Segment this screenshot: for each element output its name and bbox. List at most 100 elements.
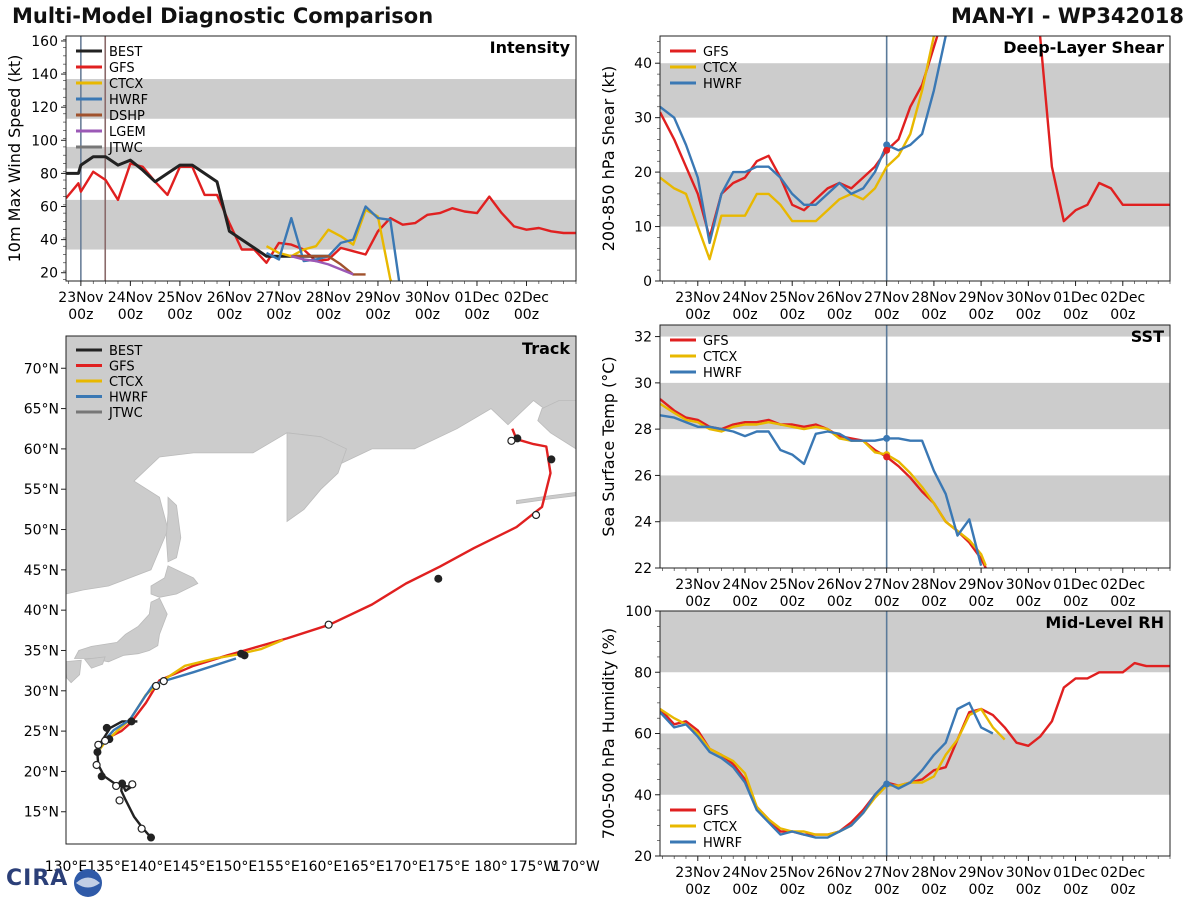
lat-tick-label: 45°N [24, 563, 59, 579]
y-tick-label: 22 [634, 561, 652, 577]
land-korea [66, 590, 67, 651]
legend-label-hwrf: HWRF [109, 93, 148, 108]
x-tick-label-hour: 00z [921, 594, 946, 610]
x-tick-label-hour: 00z [874, 307, 899, 323]
series-gfs [660, 36, 1170, 239]
legend-label-best: BEST [109, 344, 142, 359]
y-tick-label: 160 [31, 34, 58, 50]
lon-tick-label: 175°E [427, 859, 470, 875]
legend-label-ctcx: CTCX [109, 77, 143, 92]
lon-tick-label: 140°E [130, 859, 173, 875]
panel-sst: 22242628303223Nov00z24Nov00z25Nov00z26No… [599, 324, 1171, 610]
x-tick-label-hour: 00z [1016, 307, 1041, 323]
x-tick-label-hour: 00z [969, 594, 994, 610]
x-tick-label-date: 26Nov [207, 290, 252, 306]
legend-label-hwrf: HWRF [703, 366, 742, 381]
x-tick-label-date: 26Nov [817, 290, 862, 306]
legend-label-lgem: LGEM [109, 125, 146, 140]
x-tick-label-date: 30Nov [1006, 290, 1051, 306]
land-kamchatka [286, 432, 347, 523]
x-tick-label-hour: 00z [874, 882, 899, 898]
track-marker-open [92, 760, 101, 770]
track-marker-filled [93, 748, 102, 757]
x-tick-label-hour: 00z [217, 307, 242, 323]
x-tick-label-date: 02Dec [1100, 577, 1145, 593]
track-marker-filled [240, 651, 249, 660]
axes-frame [659, 35, 1171, 282]
shaded-band [660, 172, 1170, 227]
shaded-band [660, 63, 1170, 118]
lon-tick-label: 130°E [45, 859, 88, 875]
y-tick-label: 0 [643, 274, 652, 290]
y-tick-label: 30 [634, 111, 652, 127]
series-best [66, 155, 329, 258]
x-tick-label-date: 25Nov [770, 865, 815, 881]
shaded-band [660, 382, 1170, 430]
x-tick-label-date: 23Nov [675, 865, 720, 881]
y-tick-label: 10 [634, 220, 652, 236]
track-hwrf [95, 657, 237, 756]
x-tick-label-date: 30Nov [1006, 865, 1051, 881]
legend-label-ctcx: CTCX [703, 820, 737, 835]
series-hwrf [660, 36, 947, 245]
series-hwrf [265, 205, 401, 281]
x-tick-label-hour: 00z [365, 307, 390, 323]
lon-tick-label: 160°E [300, 859, 343, 875]
land-kyushu [66, 659, 82, 684]
panel-title: Intensity [490, 38, 571, 57]
y-tick-label: 26 [634, 468, 652, 484]
legend-label-ctcx: CTCX [109, 375, 143, 390]
legend-label-ctcx: CTCX [703, 350, 737, 365]
track-marker-filled [97, 772, 106, 781]
lat-tick-label: 25°N [24, 724, 59, 740]
x-tick-label-hour: 00z [1110, 307, 1135, 323]
lon-tick-label: 165°E [342, 859, 385, 875]
x-tick-label-date: 30Nov [1006, 577, 1051, 593]
x-tick-label-hour: 00z [732, 307, 757, 323]
series-gfs [660, 661, 1170, 836]
y-axis-label: 200-850 hPa Shear (kt) [599, 66, 618, 252]
y-tick-label: 30 [634, 376, 652, 392]
init-value-dot [883, 780, 891, 788]
legend-label-gfs: GFS [703, 45, 729, 60]
x-tick-label-hour: 00z [685, 307, 710, 323]
x-tick-label-hour: 00z [1110, 882, 1135, 898]
init-value-dot [883, 146, 891, 154]
x-tick-label-hour: 00z [827, 594, 852, 610]
y-tick-label: 80 [634, 665, 652, 681]
x-tick-label-hour: 00z [874, 594, 899, 610]
lat-tick-label: 40°N [24, 603, 59, 619]
x-tick-label-date: 23Nov [675, 577, 720, 593]
x-tick-label-date: 29Nov [959, 577, 1004, 593]
track-marker-open [128, 780, 137, 789]
x-tick-label-date: 29Nov [959, 290, 1004, 306]
series-lgem [290, 255, 354, 276]
y-tick-label: 40 [40, 233, 58, 249]
x-tick-label-hour: 00z [1016, 594, 1041, 610]
x-tick-label-hour: 00z [969, 307, 994, 323]
lat-tick-label: 35°N [24, 643, 59, 659]
legend-label-gfs: GFS [703, 334, 729, 349]
land-shikoku [83, 656, 106, 669]
x-tick-label-date: 24Nov [722, 577, 767, 593]
lat-tick-label: 20°N [24, 764, 59, 780]
y-tick-label: 32 [634, 330, 652, 346]
x-tick-label-hour: 00z [1063, 594, 1088, 610]
x-tick-label-date: 02Dec [504, 290, 549, 306]
y-tick-label: 60 [634, 727, 652, 743]
land-honshu [73, 597, 168, 663]
cira-logo-text: CIRA [6, 866, 69, 891]
x-tick-label-hour: 00z [827, 307, 852, 323]
x-tick-label-date: 27Nov [256, 290, 301, 306]
y-tick-label: 100 [625, 604, 652, 620]
x-tick-label-date: 25Nov [770, 577, 815, 593]
x-tick-label-date: 27Nov [864, 577, 909, 593]
x-tick-label-date: 29Nov [355, 290, 400, 306]
lat-tick-label: 70°N [24, 361, 59, 377]
x-tick-label-hour: 00z [167, 307, 192, 323]
y-tick-label: 20 [634, 165, 652, 181]
land-alaska [537, 400, 576, 450]
panel-title: Deep-Layer Shear [1003, 38, 1164, 57]
